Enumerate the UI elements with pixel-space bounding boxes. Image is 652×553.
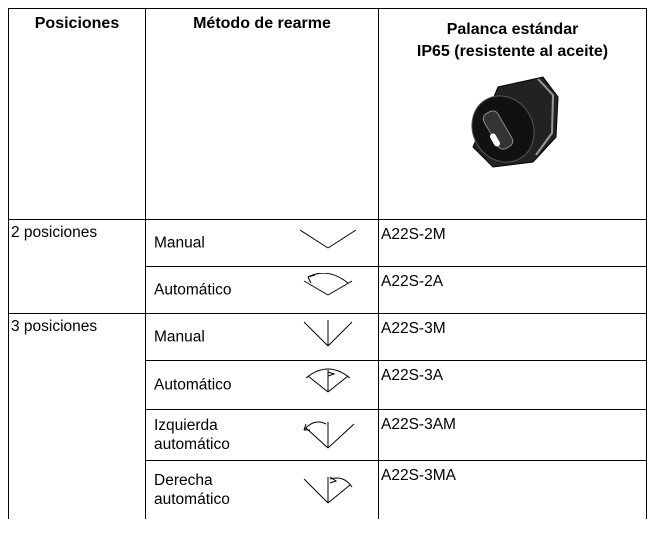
page: Posiciones Método de rearme Palanca está… [8,8,647,519]
method-text: automático [154,491,230,508]
header-text: Posiciones [34,15,120,32]
switch-diagram [305,368,351,393]
method-text: Automático [154,376,232,394]
method-label: Derecha automático [154,471,230,509]
switch-diagram [303,421,355,449]
method-cell: Derecha automático [145,460,379,519]
header-cell: Posiciones [8,8,146,220]
model-cell: A22S-3M [378,313,647,361]
position-text: 2 posiciones [11,224,98,241]
row: Izquierda automático A22S-3AM [9,409,647,461]
method-text: Manual [154,328,205,346]
method-label: Automático [154,281,232,300]
method-cell: Automático [145,360,379,410]
header-cell: Método de rearme [145,8,379,220]
model-text: A22S-3M [381,320,446,337]
switch-diagram [303,320,353,347]
row: 3 posiciones Manual A22S-3M [8,313,647,519]
row: Automático A22S-3A [9,360,647,410]
position-cell: 2 posiciones [8,219,146,314]
switch-diagram [300,229,357,249]
model-text: A22S-3A [381,367,444,384]
header-text: Método de rearme [193,15,331,32]
method-text: Derecha [154,472,213,489]
row: Automático A22S-2A [9,266,647,314]
method-text: Manual [154,234,205,252]
method-text: Automático [154,281,232,299]
model-text: A22S-2M [381,226,446,243]
method-label: Manual [154,234,205,253]
model-cell: A22S-3MA [378,460,647,519]
table: Posiciones Método de rearme Palanca está… [8,8,647,519]
header-text: Palanca estándar [446,21,579,38]
header-cell: Palanca estándar IP65 (resistente al ace… [378,8,647,220]
method-cell: Manual [145,219,379,267]
header-text: IP65 (resistente al aceite) [416,43,609,60]
switch-diagram [303,476,353,504]
position-cell: 3 posiciones [8,313,146,519]
switch-diagram [303,273,353,296]
method-cell: Izquierda automático [145,409,379,461]
model-cell: A22S-3A [378,360,647,410]
model-cell: A22S-3AM [378,409,647,461]
product-image [470,76,559,168]
method-text: automático [154,436,230,453]
method-label: Manual [154,328,205,347]
row: 2 posiciones Manual A22S-2M [8,219,647,314]
row: Derecha automático A22S-3MA [9,460,647,519]
method-label: Izquierda automático [154,416,230,454]
method-cell: Manual [145,313,379,361]
model-text: A22S-3MA [381,467,456,484]
model-text: A22S-3AM [381,416,456,433]
position-text: 3 posiciones [11,318,98,335]
method-label: Automático [154,376,232,395]
method-cell: Automático [145,266,379,314]
model-text: A22S-2A [381,273,444,290]
header-row: Posiciones Método de rearme Palanca está… [8,8,647,220]
model-cell: A22S-2A [378,266,647,314]
model-cell: A22S-2M [378,219,647,267]
method-text: Izquierda [154,417,218,434]
